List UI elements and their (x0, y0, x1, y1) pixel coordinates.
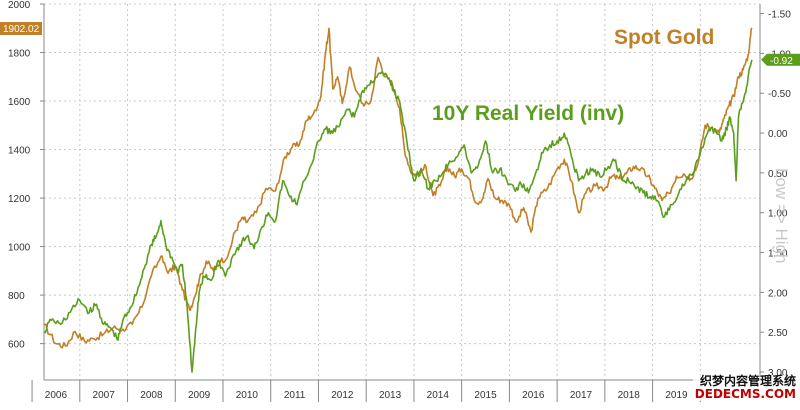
left-tick-label: 1600 (8, 97, 31, 108)
real-yield-line (43, 59, 753, 373)
right-tick-label: 1.50 (768, 249, 788, 260)
spot-gold-annotation: Spot Gold (614, 26, 714, 49)
right-tick-label: 0.00 (768, 129, 788, 140)
right-tick-label: 2.50 (768, 328, 788, 339)
labels: 1902.02 -0.92 Spot Gold 10Y Real Yield (inv… (0, 22, 800, 125)
watermark: 织梦内容管理系统 DEDECMS.COM (692, 374, 798, 401)
right-tick-label: 2.00 (768, 288, 788, 299)
left-tick-label: 2000 (8, 0, 31, 11)
left-tick-label: 1000 (8, 243, 31, 254)
watermark-line1: 织梦内容管理系统 (699, 374, 796, 388)
x-tick-label: 2013 (379, 390, 402, 401)
x-tick-label: 2011 (284, 390, 306, 401)
left-tick-label: 600 (8, 340, 25, 351)
right-tick-label: -0.50 (768, 89, 791, 100)
right-tick-label: 3.00 (768, 368, 788, 379)
x-tick-label: 2007 (93, 390, 116, 401)
x-tick-label: 2010 (236, 390, 259, 401)
x-tick-label: 2009 (188, 390, 211, 401)
spot-gold-badge-bg (0, 22, 42, 35)
x-tick-label: 2015 (474, 390, 497, 401)
x-tick-label: 2006 (45, 390, 68, 401)
left-tick-label: 1800 (8, 49, 31, 60)
real-yield-last-value-badge: -0.92 (761, 53, 800, 67)
x-tick-label: 2008 (140, 390, 163, 401)
right-axis-label: Low => High (772, 168, 791, 263)
series (43, 27, 753, 373)
left-tick-label: 1200 (8, 194, 31, 205)
left-tick-label: 1400 (8, 146, 31, 157)
right-tick-label: -1.50 (768, 10, 791, 21)
spot-gold-last-value: 1902.02 (3, 24, 40, 35)
x-tick-label: 2014 (427, 390, 450, 401)
real-yield-last-value: -0.92 (770, 56, 793, 67)
watermark-url: DEDECMS.COM (694, 387, 796, 401)
right-tick-label: 1.00 (768, 209, 788, 220)
x-tick-label: 2016 (522, 390, 545, 401)
axes: 600800100012001400160018002000-1.50-1.00… (8, 0, 791, 402)
grid (44, 3, 760, 380)
spot-gold-line (43, 27, 753, 349)
x-tick-label: 2012 (331, 390, 354, 401)
x-tick-label: 2018 (618, 390, 641, 401)
real-yield-annotation: 10Y Real Yield (inv) (432, 102, 624, 125)
right-tick-label: 0.50 (768, 169, 788, 180)
x-tick-label: 2019 (665, 390, 688, 401)
real-yield-badge-bg (761, 53, 800, 66)
left-tick-label: 800 (8, 291, 25, 302)
spot-gold-last-value-badge: 1902.02 (0, 22, 42, 35)
x-tick-label: 2017 (570, 390, 593, 401)
